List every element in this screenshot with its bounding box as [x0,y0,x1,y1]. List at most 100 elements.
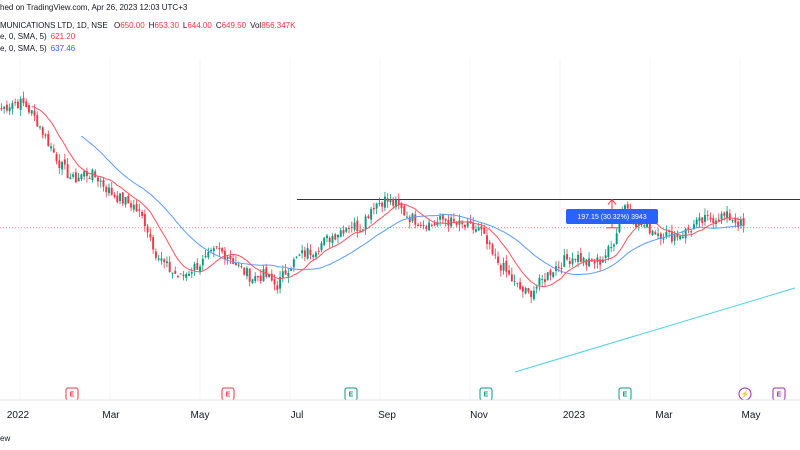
candle [568,257,571,268]
candle [546,272,549,281]
candle [607,244,610,261]
candle [549,268,552,281]
candle-body [635,223,637,228]
candle-body [94,171,97,178]
ma2-label: e, 0, SMA, 5) [0,44,47,53]
candle [309,244,312,260]
candle-body [662,238,665,240]
candle [698,212,701,228]
candle-body [698,217,701,221]
candle-body [254,276,257,282]
ohlc-c: C649.50 [215,21,247,30]
earnings-marker-letter: E [623,392,628,399]
x-tick-label: Nov [470,410,488,421]
candle-body [160,258,163,261]
candle [44,133,47,139]
candle-body [364,216,367,229]
price-range-measure[interactable]: 197.15 (30.32%) 3943 [566,198,658,229]
candle-body [659,233,662,240]
earnings-marker-letter: E [226,392,231,399]
candle [519,278,522,291]
candle [491,242,494,256]
candle [132,199,135,213]
ohlc-vol: Vol856.347K [250,21,296,30]
ma1-label: e, 0, SMA, 5) [0,32,47,41]
candle-body [563,255,566,267]
candle [168,256,171,273]
candle [337,234,339,243]
candle [11,100,14,115]
candle-body [50,146,53,149]
candle [243,266,246,276]
candle-body [684,228,687,239]
candle-body [439,216,442,220]
candle [466,218,469,228]
candle-body [510,274,513,282]
candle [199,264,202,275]
candle-body [14,102,17,104]
candle-body [350,226,353,228]
candle-body [475,229,477,232]
candle [524,286,527,295]
candle-body [182,274,185,277]
candle-body [742,218,745,227]
candle-body [223,250,226,260]
candle-body [692,224,695,230]
x-tick-label: May [742,410,761,421]
candle [331,233,334,248]
candle [165,256,168,268]
symbol-ohlc-row: MUNICATIONS LTD, 1D, NSE O650.00 H653.30 L… [0,21,295,30]
candle [502,257,505,275]
earnings-marker-icon[interactable]: E [221,387,235,401]
candle [185,272,188,282]
ohlc-l: L644.00 [182,21,212,30]
candle-body [588,258,591,267]
candle-body [367,216,370,218]
candle [383,191,386,212]
candle-body [488,242,491,245]
support-trendline[interactable] [514,287,796,373]
candle [108,183,110,197]
candle-body [199,266,202,272]
ma1-value: 621.20 [50,32,76,41]
earnings-marker-letter: ⚡ [741,390,750,399]
dividend-marker-icon[interactable]: ⚡ [738,387,752,401]
candle [458,214,461,232]
candle-body [124,196,127,205]
candle-body [72,174,75,177]
candle-body [163,259,166,262]
ma-legend-1[interactable]: e, 0, SMA, 5) 621.20 [0,32,75,41]
candle [323,236,326,247]
earnings-marker-icon[interactable]: E [479,387,493,401]
earnings-marker-icon[interactable]: E [344,387,358,401]
candle [328,236,331,249]
candle-body [108,187,110,194]
candle [601,256,604,263]
ma-legend-2[interactable]: e, 0, SMA, 5) 637.46 [0,44,75,53]
x-tick-label: Sep [378,410,396,421]
candle [345,226,348,233]
candle-body [30,110,33,114]
candle-body [91,169,94,181]
candle [742,213,745,233]
candle-body [279,277,282,289]
candle [508,265,511,276]
candle [720,211,723,224]
earnings-marker-icon[interactable]: E [65,387,79,401]
candle-body [218,247,221,250]
candle [28,102,30,115]
candle [61,161,64,176]
candle-body [452,219,455,222]
candle-body [466,221,469,227]
earnings-marker-icon[interactable]: E [618,387,632,401]
candle [14,98,17,106]
earnings-marker-icon[interactable]: E [772,387,786,401]
candle [69,173,72,180]
candle [378,197,381,207]
candle [615,228,618,245]
candle [654,230,657,235]
candle [513,274,516,287]
candle-body [69,177,72,180]
candle [690,229,693,237]
